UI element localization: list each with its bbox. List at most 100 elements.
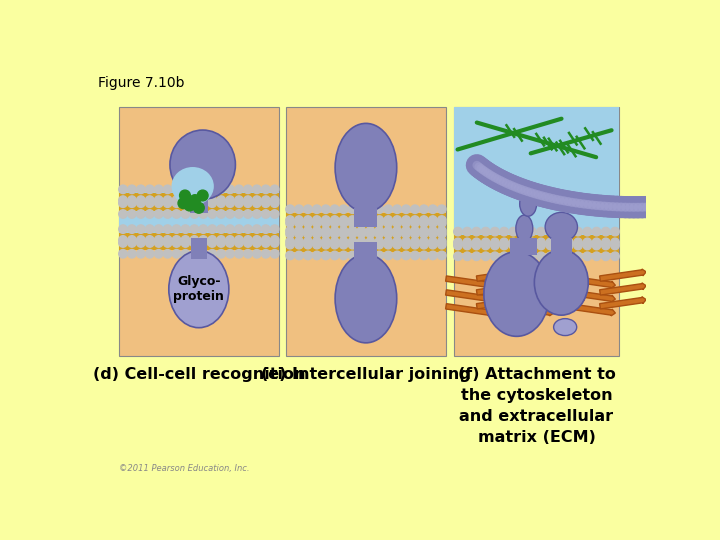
Circle shape (194, 202, 204, 213)
FancyArrow shape (600, 296, 646, 309)
Circle shape (555, 252, 564, 260)
Circle shape (420, 230, 428, 238)
Circle shape (243, 239, 252, 247)
Circle shape (145, 225, 154, 233)
Circle shape (428, 216, 437, 224)
Circle shape (438, 219, 446, 227)
Circle shape (253, 210, 261, 218)
Circle shape (217, 235, 225, 244)
Circle shape (482, 252, 490, 260)
Circle shape (339, 227, 348, 235)
Circle shape (172, 210, 181, 218)
Circle shape (420, 238, 428, 246)
Circle shape (226, 235, 234, 244)
Circle shape (420, 205, 428, 213)
Bar (286, 213, 446, 220)
Ellipse shape (520, 192, 536, 216)
Circle shape (286, 219, 294, 227)
Circle shape (593, 241, 600, 249)
Circle shape (428, 219, 437, 227)
Circle shape (537, 241, 545, 249)
Circle shape (208, 185, 217, 193)
Circle shape (482, 227, 490, 236)
Text: (e) Intercellular joining: (e) Intercellular joining (261, 367, 471, 382)
Circle shape (286, 230, 294, 238)
Circle shape (322, 238, 330, 246)
Bar (189, 190, 208, 213)
Circle shape (190, 249, 199, 258)
Circle shape (500, 227, 508, 236)
Circle shape (339, 230, 348, 238)
Circle shape (199, 249, 207, 258)
Circle shape (172, 196, 181, 204)
Circle shape (155, 225, 163, 233)
Circle shape (366, 238, 374, 246)
Circle shape (137, 210, 145, 218)
Circle shape (472, 238, 481, 247)
Circle shape (375, 227, 384, 235)
Circle shape (172, 199, 181, 207)
Bar (286, 230, 446, 245)
Circle shape (330, 219, 339, 227)
Circle shape (127, 199, 136, 207)
Circle shape (294, 216, 303, 224)
Circle shape (119, 225, 127, 233)
Circle shape (463, 238, 472, 247)
Circle shape (155, 249, 163, 258)
Circle shape (366, 216, 374, 224)
Circle shape (411, 219, 419, 227)
Circle shape (601, 241, 610, 249)
FancyArrow shape (477, 296, 523, 309)
Circle shape (611, 241, 619, 249)
Circle shape (312, 219, 321, 227)
Circle shape (181, 196, 189, 204)
Circle shape (243, 235, 252, 244)
Circle shape (163, 249, 172, 258)
Circle shape (366, 227, 374, 235)
Circle shape (357, 227, 366, 235)
Ellipse shape (335, 254, 397, 343)
Circle shape (235, 249, 243, 258)
Circle shape (181, 225, 189, 233)
Circle shape (294, 251, 303, 260)
Circle shape (271, 239, 279, 247)
Circle shape (357, 238, 366, 246)
Ellipse shape (516, 215, 533, 242)
Circle shape (172, 235, 181, 244)
Circle shape (546, 238, 554, 247)
Circle shape (226, 239, 234, 247)
Circle shape (226, 199, 234, 207)
Circle shape (304, 238, 312, 246)
Circle shape (217, 196, 225, 204)
Circle shape (253, 185, 261, 193)
Circle shape (163, 185, 172, 193)
Circle shape (271, 210, 279, 218)
Circle shape (184, 200, 195, 211)
Circle shape (330, 227, 339, 235)
Circle shape (217, 210, 225, 218)
Circle shape (145, 239, 154, 247)
Circle shape (411, 238, 419, 246)
Circle shape (226, 196, 234, 204)
Circle shape (226, 185, 234, 193)
Circle shape (119, 185, 127, 193)
Circle shape (208, 239, 217, 247)
Circle shape (366, 251, 374, 260)
Text: ©2011 Pearson Education, Inc.: ©2011 Pearson Education, Inc. (119, 464, 249, 473)
Bar (454, 107, 619, 244)
Circle shape (393, 205, 401, 213)
Circle shape (163, 239, 172, 247)
Circle shape (564, 241, 573, 249)
Circle shape (181, 235, 189, 244)
Circle shape (593, 227, 600, 236)
Circle shape (322, 205, 330, 213)
Circle shape (454, 252, 462, 260)
Circle shape (226, 210, 234, 218)
Circle shape (438, 240, 446, 249)
Circle shape (555, 227, 564, 236)
Circle shape (574, 227, 582, 236)
Circle shape (127, 249, 136, 258)
Circle shape (564, 227, 573, 236)
Circle shape (271, 185, 279, 193)
Circle shape (155, 210, 163, 218)
